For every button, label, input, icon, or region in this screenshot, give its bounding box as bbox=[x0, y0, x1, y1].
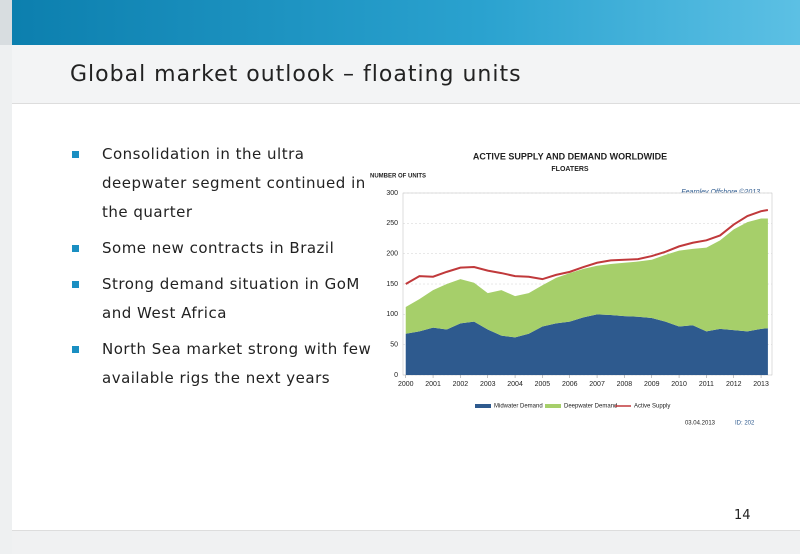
watermark: Fearnley Offshore ©2013 bbox=[681, 188, 760, 196]
id-note: ID: 202 bbox=[735, 421, 755, 427]
y-tick-label: 250 bbox=[386, 220, 398, 227]
side-strip bbox=[0, 45, 12, 554]
slide-title: Global market outlook – floating units bbox=[70, 62, 522, 87]
page-number: 14 bbox=[734, 508, 751, 523]
x-tick-label: 2010 bbox=[671, 381, 687, 388]
legend-swatch bbox=[545, 404, 561, 408]
x-tick-label: 2001 bbox=[425, 381, 441, 388]
legend-label: Midwater Demand bbox=[494, 404, 543, 410]
header-band bbox=[0, 0, 800, 45]
bullet: Some new contracts in Brazil bbox=[72, 234, 372, 263]
chart-subtitle: FLOATERS bbox=[551, 166, 589, 173]
bullet: Consolidation in the ultra deepwater seg… bbox=[72, 140, 372, 227]
y-tick-label: 200 bbox=[386, 251, 398, 258]
footer-band bbox=[12, 530, 800, 554]
x-tick-label: 2011 bbox=[699, 381, 714, 388]
y-tick-label: 50 bbox=[390, 342, 398, 349]
x-tick-label: 2003 bbox=[480, 381, 496, 388]
y-tick-label: 0 bbox=[394, 372, 398, 379]
area bbox=[405, 314, 768, 375]
x-tick-label: 2000 bbox=[398, 381, 414, 388]
legend-swatch bbox=[475, 404, 491, 408]
chart-title: ACTIVE SUPPLY AND DEMAND WORLDWIDE bbox=[473, 151, 667, 161]
bullet: North Sea market strong with few availab… bbox=[72, 335, 372, 393]
x-tick-label: 2012 bbox=[726, 381, 742, 388]
chart: ACTIVE SUPPLY AND DEMAND WORLDWIDE FLOAT… bbox=[370, 151, 773, 427]
x-tick-label: 2013 bbox=[753, 381, 769, 388]
x-tick-label: 2007 bbox=[589, 381, 605, 388]
area bbox=[405, 218, 768, 338]
bullet-list: Consolidation in the ultra deepwater seg… bbox=[72, 140, 372, 400]
y-tick-label: 150 bbox=[386, 281, 398, 288]
x-tick-label: 2009 bbox=[644, 381, 660, 388]
x-tick-label: 2002 bbox=[453, 381, 469, 388]
line bbox=[405, 209, 769, 285]
x-tick-label: 2005 bbox=[535, 381, 551, 388]
x-tick-label: 2004 bbox=[507, 381, 523, 388]
legend-label: Active Supply bbox=[634, 404, 670, 410]
x-tick-label: 2006 bbox=[562, 381, 578, 388]
y-tick-label: 100 bbox=[386, 311, 398, 318]
bullet: Strong demand situation in GoM and West … bbox=[72, 270, 372, 328]
date-note: 03.04.2013 bbox=[685, 421, 716, 427]
y-tick-label: 300 bbox=[386, 190, 398, 197]
x-tick-label: 2008 bbox=[617, 381, 633, 388]
legend-label: Deepwater Demand bbox=[564, 404, 617, 410]
y-axis-label: NUMBER OF UNITS bbox=[370, 174, 426, 180]
title-bar bbox=[12, 45, 800, 104]
